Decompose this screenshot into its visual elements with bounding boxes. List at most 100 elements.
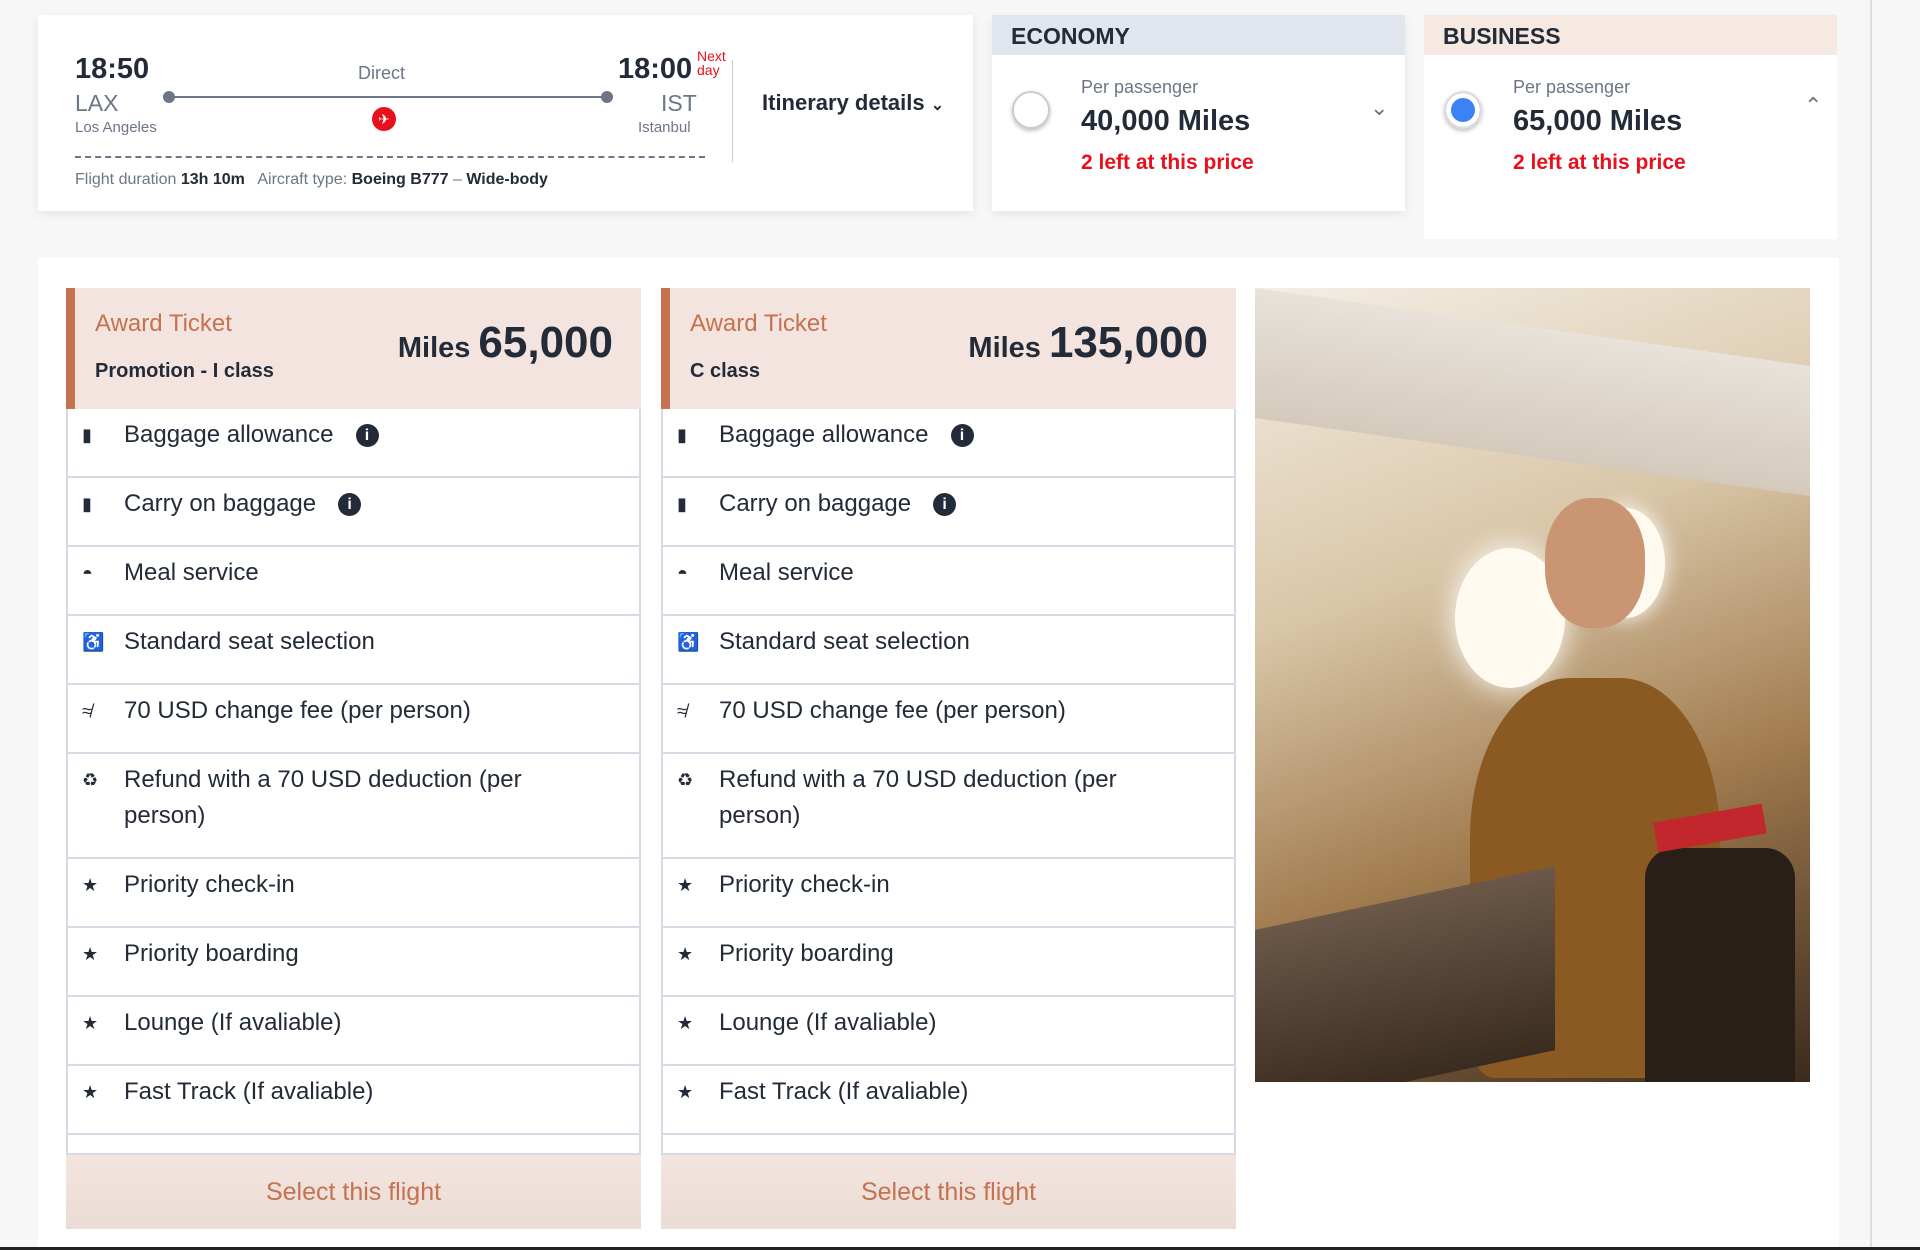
aircraft-value: Boeing B777: [351, 171, 449, 188]
availability-text: 2 left at this price: [1513, 151, 1686, 174]
feature-text: Meal service: [719, 559, 854, 586]
feature-label: Refund with a 70 USD deduction (per pers…: [124, 762, 594, 857]
chevron-down-icon[interactable]: ⌄: [1370, 95, 1389, 120]
seat-console: [1645, 848, 1795, 1082]
departure-code: LAX: [75, 90, 119, 116]
star-icon: ★: [82, 1082, 99, 1102]
arrival-time: 18:00: [618, 53, 693, 85]
feature-label: Priority boarding: [124, 936, 594, 995]
feature-row: ≉ 70 USD change fee (per person): [661, 685, 1236, 754]
refund-icon: ♻: [82, 770, 99, 790]
feature-text: Fast Track (If avaliable): [719, 1078, 969, 1105]
feature-label: Refund with a 70 USD deduction (per pers…: [719, 762, 1189, 857]
chevron-down-icon: ⌄: [930, 97, 945, 114]
itinerary-details-toggle[interactable]: Itinerary details ⌄: [762, 90, 944, 116]
feature-label: Baggage allowance i: [124, 417, 594, 476]
feature-label: Standard seat selection: [124, 624, 594, 683]
fare-column: Award Ticket C class Miles 135,000 ▮ Bagga…: [661, 288, 1236, 1229]
feature-row: ★ Priority check-in: [66, 859, 641, 928]
feature-row: ★ Lounge (If avaliable): [66, 997, 641, 1066]
destination-dot: [601, 91, 613, 103]
feature-row: ≉ 70 USD change fee (per person): [66, 685, 641, 754]
feature-text: Carry on baggage: [719, 490, 912, 517]
miles-value: 65,000: [478, 318, 613, 367]
feature-label: Meal service: [124, 555, 594, 614]
dashed-separator: [75, 156, 705, 158]
select-flight-button[interactable]: Select this flight: [66, 1155, 641, 1229]
feature-row: ★ Fast Track (If avaliable): [661, 1066, 1236, 1135]
feature-label: Lounge (If avaliable): [719, 1005, 1189, 1064]
feature-text: Standard seat selection: [124, 628, 375, 655]
feature-label: Priority check-in: [719, 867, 1189, 926]
feature-label: Carry on baggage i: [719, 486, 1189, 545]
star-icon: ★: [677, 1082, 694, 1102]
feature-label: Meal service: [719, 555, 1189, 614]
feature-text: Baggage allowance: [124, 421, 334, 448]
availability-text: 2 left at this price: [1081, 151, 1254, 174]
feature-label: Carry on baggage i: [124, 486, 594, 545]
info-icon[interactable]: i: [933, 493, 957, 516]
fare-miles: Miles 65,000: [398, 318, 613, 368]
chevron-up-icon[interactable]: ⌃: [1804, 93, 1823, 118]
miles-label: Miles: [397, 332, 471, 364]
feature-row: ♻ Refund with a 70 USD deduction (per per…: [661, 754, 1236, 859]
side-table: [1255, 866, 1555, 1082]
feature-text: 70 USD change fee (per person): [124, 697, 471, 724]
origin-dot: [163, 91, 175, 103]
feature-row: ▮ Baggage allowance i: [661, 409, 1236, 478]
feature-text: Meal service: [124, 559, 259, 586]
miles-label: Miles: [968, 332, 1041, 364]
feature-label: Priority boarding: [719, 936, 1189, 995]
cabin-economy-card[interactable]: ECONOMY Per passenger 40,000 Miles 2 lef…: [992, 15, 1405, 211]
miles-value: 135,000: [1048, 318, 1208, 367]
feature-text: Priority boarding: [719, 940, 894, 967]
duration-value: 13h 10m: [180, 171, 245, 188]
seat-icon: ♿: [82, 632, 105, 652]
info-icon[interactable]: i: [355, 424, 379, 447]
feature-text: 70 USD change fee (per person): [719, 697, 1066, 724]
business-radio-selected[interactable]: [1444, 91, 1482, 129]
feature-text: Baggage allowance: [719, 421, 929, 448]
feature-label: Priority check-in: [124, 867, 594, 926]
star-icon: ★: [82, 875, 99, 895]
aircraft-label: Aircraft type:: [257, 171, 348, 188]
feature-label: Lounge (If avaliable): [124, 1005, 594, 1064]
feature-row: ★ Priority boarding: [66, 928, 641, 997]
cabin-business-card[interactable]: BUSINESS Per passenger 65,000 Miles 2 le…: [1424, 15, 1837, 239]
flight-meta: Flight duration 13h 10m Aircraft type: B…: [75, 171, 548, 188]
miles-price: 65,000 Miles: [1513, 105, 1683, 137]
change-icon: ≉: [677, 701, 687, 721]
stops-label: Direct: [358, 63, 406, 83]
body-type: Wide-body: [466, 171, 548, 188]
feature-row: ▮ Carry on baggage i: [661, 478, 1236, 547]
miles-price: 40,000 Miles: [1081, 105, 1251, 137]
carry-on-icon: ▮: [677, 494, 687, 514]
info-icon[interactable]: i: [338, 493, 362, 516]
baggage-icon: ▮: [677, 425, 687, 445]
feature-row: ★ Lounge (If avaliable): [661, 997, 1236, 1066]
baggage-icon: ▮: [82, 425, 92, 445]
page-edge: [1870, 0, 1872, 1250]
cabin-name: BUSINESS: [1424, 15, 1837, 55]
info-icon[interactable]: i: [950, 424, 974, 447]
select-flight-button[interactable]: Select this flight: [661, 1155, 1236, 1229]
feature-text: Carry on baggage: [124, 490, 317, 517]
feature-label: Fast Track (If avaliable): [124, 1074, 594, 1133]
fare-title: Award Ticket: [690, 310, 827, 337]
feature-text: Refund with a 70 USD deduction (per pers…: [124, 766, 522, 829]
feature-label: 70 USD change fee (per person): [719, 693, 1189, 752]
feature-text: Lounge (If avaliable): [719, 1009, 937, 1036]
seat-icon: ♿: [677, 632, 700, 652]
economy-radio[interactable]: [1012, 91, 1050, 129]
feature-text: Fast Track (If avaliable): [124, 1078, 374, 1105]
business-cabin-photo: [1255, 288, 1810, 1082]
refund-icon: ♻: [677, 770, 694, 790]
fare-class: Promotion - I class: [95, 360, 274, 382]
feature-text: Lounge (If avaliable): [124, 1009, 342, 1036]
meal-icon: ◓: [82, 563, 93, 583]
itinerary-label: Itinerary details: [762, 90, 925, 115]
meal-icon: ◓: [677, 563, 688, 583]
feature-row: ▮ Carry on baggage i: [66, 478, 641, 547]
feature-row: ♿ Standard seat selection: [66, 616, 641, 685]
duration-label: Flight duration: [75, 171, 177, 188]
